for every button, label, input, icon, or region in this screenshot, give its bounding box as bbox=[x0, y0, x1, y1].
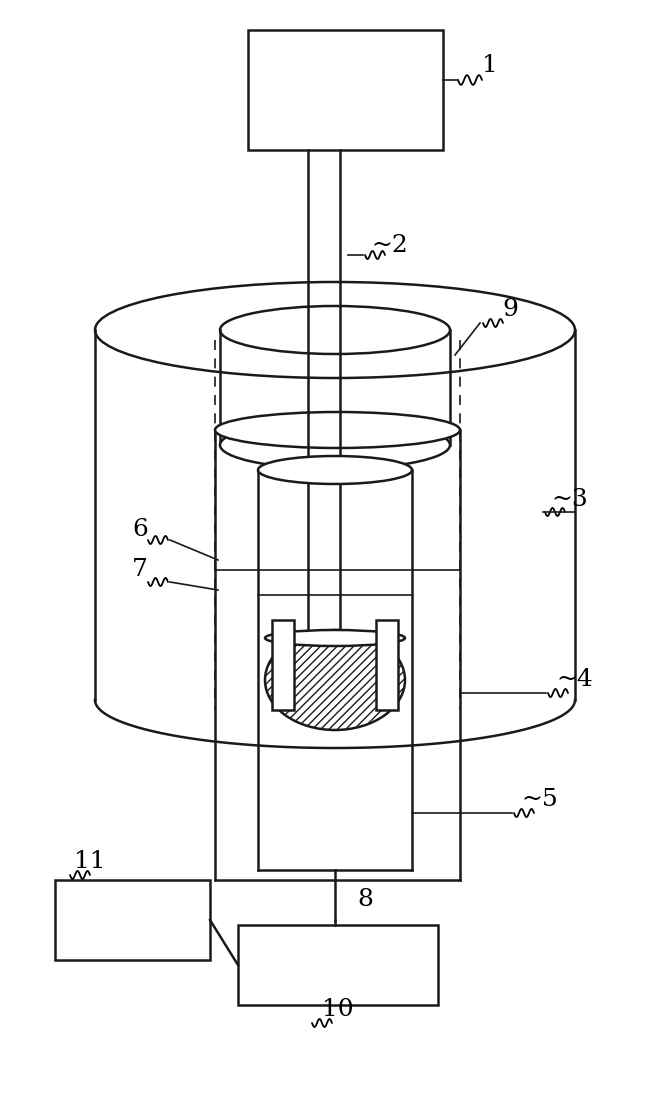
Text: ~4: ~4 bbox=[557, 669, 593, 691]
Ellipse shape bbox=[258, 456, 412, 484]
Bar bbox=[248, 30, 443, 150]
Text: 11: 11 bbox=[74, 851, 106, 873]
Ellipse shape bbox=[220, 306, 450, 354]
Bar bbox=[376, 620, 398, 710]
Text: 7: 7 bbox=[132, 559, 148, 581]
Text: 9: 9 bbox=[502, 299, 518, 321]
Text: 1: 1 bbox=[482, 53, 498, 77]
Text: 6: 6 bbox=[132, 519, 148, 541]
Bar bbox=[238, 925, 438, 1005]
Text: ~3: ~3 bbox=[552, 489, 588, 511]
Bar bbox=[272, 620, 294, 710]
Text: ~2: ~2 bbox=[371, 233, 408, 257]
Text: 10: 10 bbox=[322, 999, 354, 1021]
Bar bbox=[55, 880, 210, 960]
Text: ~5: ~5 bbox=[522, 789, 559, 811]
Ellipse shape bbox=[265, 630, 405, 730]
Ellipse shape bbox=[265, 630, 405, 645]
Ellipse shape bbox=[215, 412, 460, 448]
Ellipse shape bbox=[95, 282, 575, 378]
Ellipse shape bbox=[220, 421, 450, 469]
Text: 8: 8 bbox=[357, 889, 373, 911]
